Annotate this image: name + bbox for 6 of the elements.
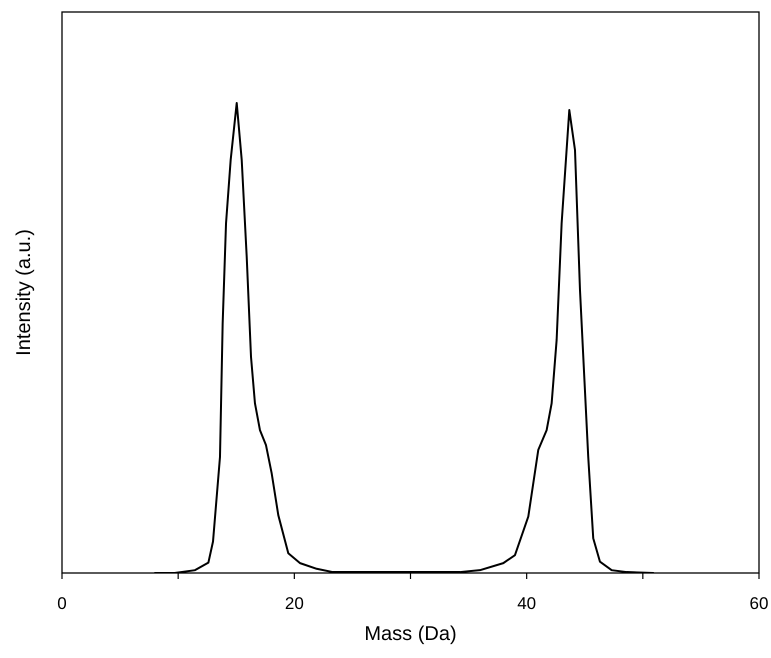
y-axis-title: Intensity (a.u.) bbox=[13, 229, 35, 356]
x-tick-label: 20 bbox=[284, 594, 304, 613]
x-tick-label: 40 bbox=[517, 594, 536, 613]
x-tick-label: 60 bbox=[750, 594, 768, 613]
x-tick-label: 0 bbox=[57, 594, 67, 613]
x-axis-title: Mass (Da) bbox=[364, 623, 457, 645]
